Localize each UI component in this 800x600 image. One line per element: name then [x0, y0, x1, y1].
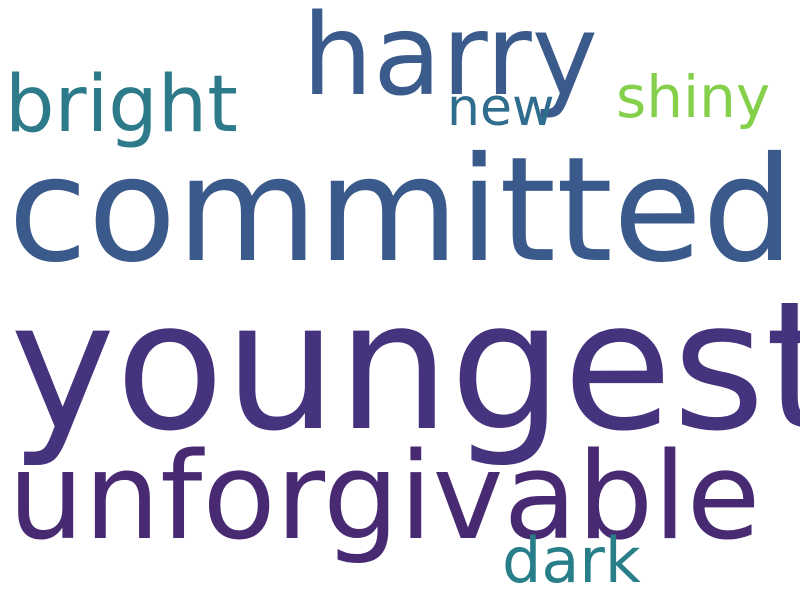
- word-shiny: shiny: [616, 63, 771, 131]
- word-youngest: youngest: [10, 263, 800, 470]
- word-harry: harry: [302, 0, 599, 121]
- word-dark: dark: [502, 524, 641, 597]
- word-unforgivable: unforgivable: [8, 428, 761, 567]
- word-new: new: [447, 78, 555, 138]
- word-committed: committed: [8, 126, 795, 295]
- word-bright: bright: [5, 60, 238, 150]
